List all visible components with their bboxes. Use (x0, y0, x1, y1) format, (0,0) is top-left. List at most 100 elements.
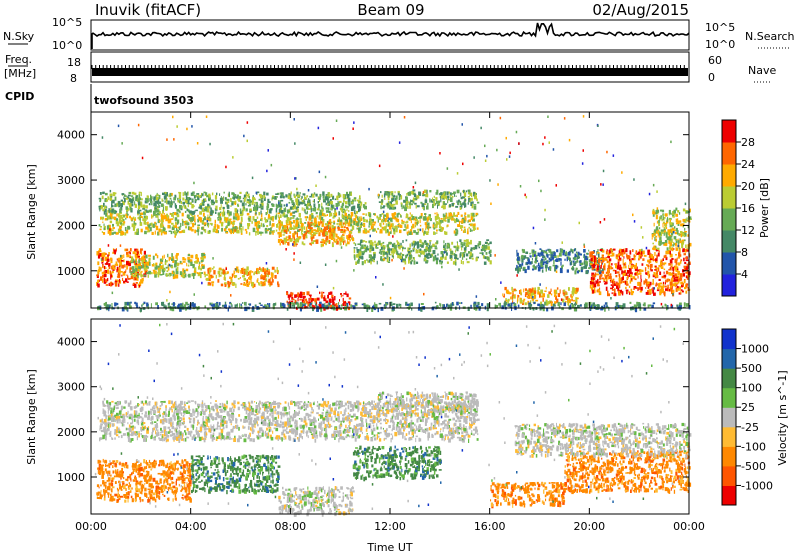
range-gate-cell (242, 302, 244, 304)
range-gate-cell (189, 218, 193, 222)
range-gate-cell (165, 259, 166, 262)
range-gate-cell (123, 221, 126, 224)
range-gate-cell (463, 242, 466, 246)
range-gate-cell (653, 233, 656, 235)
range-gate-cell (330, 237, 333, 240)
range-gate-cell (218, 267, 222, 270)
range-gate-cell (110, 259, 113, 264)
range-gate-cell (680, 290, 682, 295)
range-gate-cell (604, 307, 606, 312)
range-gate-cell (339, 208, 343, 211)
range-gate-cell (460, 242, 463, 246)
range-gate-cell (289, 231, 292, 234)
range-gate-cell (112, 223, 114, 227)
range-gate-cell (521, 262, 524, 266)
range-gate-cell (657, 229, 660, 232)
range-gate-cell (102, 205, 104, 209)
range-gate-cell (267, 217, 271, 220)
range-gate-cell (137, 267, 140, 272)
range-gate-cell (123, 254, 125, 259)
range-gate-cell (516, 264, 518, 269)
range-gate-cell (285, 231, 288, 234)
range-gate-cell (579, 253, 582, 256)
range-gate-cell (374, 240, 376, 244)
range-gate-cell (463, 226, 466, 229)
range-gate-cell (567, 251, 571, 256)
range-gate-cell (131, 271, 135, 274)
range-gate-cell (381, 258, 385, 262)
range-gate-cell (635, 252, 637, 254)
range-gate-cell (383, 193, 386, 198)
range-gate-cell (668, 236, 672, 241)
range-gate-cell (450, 250, 453, 255)
range-gate-cell (200, 260, 204, 262)
range-gate-cell (472, 226, 476, 230)
range-gate-cell (403, 229, 406, 231)
range-gate-cell (457, 246, 459, 251)
range-gate-cell (252, 196, 255, 200)
range-gate-cell (461, 302, 463, 304)
range-gate-cell (201, 199, 204, 203)
range-gate-cell (276, 224, 279, 228)
range-gate-cell (263, 191, 266, 196)
range-gate-cell (140, 212, 143, 215)
station-title: Inuvik (fitACF) (95, 1, 201, 19)
range-gate-cell (368, 240, 370, 244)
range-gate-cell (617, 253, 621, 257)
range-gate-cell (109, 270, 112, 275)
range-gate-cell (221, 227, 223, 232)
range-gate-cell (254, 201, 256, 204)
range-gate-cell (144, 210, 147, 214)
range-gate-cell (568, 287, 570, 291)
range-gate-cell (229, 301, 232, 305)
range-gate-cell (187, 256, 190, 260)
range-gate-cell (166, 213, 168, 217)
range-gate-cell (326, 240, 329, 243)
range-gate-cell (201, 257, 205, 261)
range-gate-cell (200, 257, 203, 260)
range-gate-cell (131, 199, 134, 204)
range-gate-cell (202, 218, 205, 221)
range-gate-cell (560, 261, 562, 266)
range-gate-cell (673, 241, 675, 247)
range-gate-cell (411, 232, 413, 235)
range-gate-cell (391, 243, 395, 248)
range-gate-cell (153, 269, 156, 274)
range-gate-cell (199, 205, 203, 210)
range-gate-cell (428, 244, 430, 248)
range-gate-cell (329, 291, 333, 295)
range-gate-cell (315, 229, 319, 233)
range-gate-cell (138, 266, 141, 269)
range-gate-cell (275, 196, 278, 198)
range-gate-cell (489, 249, 492, 253)
range-gate-cell (307, 230, 310, 233)
range-gate-cell (134, 231, 137, 235)
range-gate-cell (241, 268, 243, 272)
range-gate-cell (633, 286, 637, 289)
range-gate-cell (177, 229, 180, 233)
range-gate-cell (675, 287, 678, 292)
range-gate-cell (453, 230, 456, 234)
range-gate-cell (123, 306, 126, 309)
range-gate-cell (194, 267, 197, 272)
range-gate-cell (677, 240, 680, 245)
range-gate-cell (268, 269, 270, 273)
range-gate-cell (678, 287, 680, 292)
range-gate-cell (580, 269, 583, 272)
range-gate-cell (463, 200, 466, 204)
range-gate-cell (408, 303, 410, 306)
range-gate-cell (144, 218, 146, 223)
range-gate-cell (590, 304, 594, 308)
range-gate-cell (174, 203, 177, 208)
range-gate-cell (679, 304, 682, 307)
range-gate-cell (435, 192, 438, 195)
range-gate-cell (482, 255, 485, 259)
range-gate-cell (308, 230, 310, 234)
range-gate-cell (681, 290, 684, 293)
range-gate-cell (317, 227, 321, 231)
range-gate-cell (437, 204, 438, 209)
range-gate-cell (314, 216, 316, 219)
range-gate-cell (259, 231, 262, 234)
range-gate-cell (160, 231, 163, 236)
range-gate-cell (312, 200, 315, 203)
